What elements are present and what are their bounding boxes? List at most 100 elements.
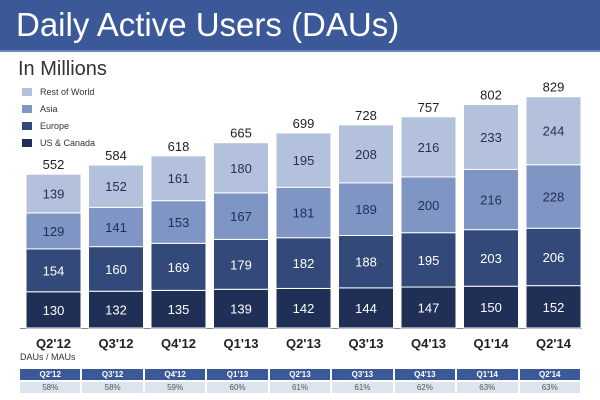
bar-segment-us-canada	[400, 286, 457, 329]
legend-label: Europe	[40, 121, 69, 131]
dau-mau-table: Q2'12 Q3'12 Q4'12 Q1'13 Q2'13 Q3'13 Q4'13 Q1'14…	[18, 367, 582, 395]
bar-value-label: 154	[43, 263, 65, 278]
x-tick-label: Q4'13	[411, 336, 446, 351]
legend-swatch-us-canada	[22, 139, 32, 147]
bar-value-label: 142	[293, 301, 315, 316]
dau-mau-value-cell: 59%	[144, 382, 206, 393]
bar-total-label: 829	[543, 80, 565, 95]
x-tick-label: Q2'14	[536, 336, 572, 351]
bar-value-label: 141	[105, 220, 127, 235]
dau-mau-header-cell: Q3'13	[332, 369, 393, 380]
legend-swatch-rest-of-world	[22, 88, 32, 96]
x-tick-label: Q2'13	[286, 336, 321, 351]
bar-segment-us-canada	[463, 285, 519, 329]
bar-segment-asia	[525, 164, 582, 229]
bar-value-label: 132	[105, 303, 127, 318]
bar-segment-rest-of-world	[525, 96, 582, 166]
bar-value-label: 147	[418, 301, 440, 316]
bar-segment-rest-of-world	[150, 155, 207, 202]
bar-segment-rest-of-world	[88, 164, 144, 208]
title-bar: Daily Active Users (DAUs)	[0, 0, 600, 52]
dau-mau-header-cell: Q4'12	[144, 369, 206, 380]
bar-value-label: 189	[355, 202, 377, 217]
bar-segment-europe	[25, 248, 82, 293]
bar-total-label: 618	[168, 139, 190, 154]
bar-segment-asia	[338, 182, 394, 236]
bar-segment-asia	[275, 186, 332, 239]
bar-segment-asia	[463, 168, 519, 231]
bar-value-label: 180	[230, 161, 252, 176]
bar-value-label: 188	[355, 255, 377, 270]
bar-value-label: 206	[543, 250, 565, 265]
bar-total-label: 757	[418, 100, 440, 115]
bar-segment-rest-of-world	[25, 173, 82, 214]
bar-value-label: 179	[230, 257, 252, 272]
bar-segment-asia	[213, 192, 269, 240]
bar-total-label: 699	[293, 116, 315, 131]
bar-value-label: 130	[43, 303, 65, 318]
bar-value-label: 233	[480, 130, 502, 145]
page-title: Daily Active Users (DAUs)	[16, 6, 400, 43]
bar-segment-europe	[525, 227, 582, 287]
bar-value-label: 139	[43, 187, 65, 202]
bar-segment-europe	[275, 237, 332, 289]
bar-segment-europe	[150, 242, 207, 291]
dau-mau-value-cell: 60%	[207, 382, 268, 393]
bar-total-label: 802	[480, 88, 502, 103]
dau-mau-value-cell: 62%	[394, 382, 456, 393]
bar-value-label: 152	[105, 179, 127, 194]
legend-label: Asia	[40, 104, 58, 114]
x-tick-label: Q1'14	[474, 336, 510, 351]
bar-total-label: 665	[230, 126, 252, 141]
bar-segment-europe	[88, 246, 144, 292]
dau-mau-header-cell: Q2'13	[269, 369, 331, 380]
dau-mau-header-cell: Q4'13	[394, 369, 456, 380]
dau-mau-label: DAUs / MAUs	[20, 352, 76, 362]
bar-value-label: 139	[230, 302, 252, 317]
bar-value-label: 182	[293, 256, 315, 271]
dau-mau-value-cell: 61%	[332, 382, 393, 393]
bar-segment-us-canada	[525, 285, 582, 329]
x-tick-label: Q3'12	[99, 336, 134, 351]
dau-mau-value-cell: 58%	[82, 382, 143, 393]
bar-segment-europe	[338, 234, 394, 289]
dau-mau-header-cell: Q3'12	[82, 369, 143, 380]
dau-mau-header-cell: Q2'14	[519, 369, 580, 380]
legend-swatch-europe	[22, 122, 32, 130]
bar-value-label: 195	[293, 153, 315, 168]
dau-mau-value-row: 58% 58% 59% 60% 61% 61% 62% 63% 63%	[20, 382, 580, 393]
bar-value-label: 152	[543, 300, 565, 315]
bar-segment-rest-of-world	[213, 142, 269, 194]
bar-value-label: 244	[543, 124, 565, 139]
chart-subtitle: In Millions	[18, 58, 107, 80]
bar-segment-rest-of-world	[463, 104, 519, 170]
bar-value-label: 161	[168, 171, 190, 186]
bar-total-label: 584	[105, 148, 127, 163]
bar-segment-europe	[213, 238, 269, 290]
bar-segment-rest-of-world	[275, 132, 332, 188]
x-tick-label: Q2'12	[36, 336, 71, 351]
bar-value-label: 216	[480, 193, 502, 208]
bar-value-label: 181	[293, 206, 315, 221]
dau-mau-header-cell: Q1'14	[457, 369, 518, 380]
bar-total-label: 552	[43, 157, 65, 172]
x-tick-label: Q3'13	[349, 336, 384, 351]
dau-mau-value-cell: 61%	[269, 382, 331, 393]
legend-label: US & Canada	[40, 138, 95, 148]
legend-label: Rest of World	[40, 87, 94, 97]
bar-value-label: 167	[230, 209, 252, 224]
dau-mau-header-cell: Q1'13	[207, 369, 268, 380]
bar-value-label: 135	[168, 302, 190, 317]
bar-value-label: 195	[418, 253, 440, 268]
bar-segment-us-canada	[150, 289, 207, 329]
bar-value-label: 216	[418, 140, 440, 155]
dau-mau-header-row: Q2'12 Q3'12 Q4'12 Q1'13 Q2'13 Q3'13 Q4'13 Q1'14…	[20, 369, 580, 380]
bar-value-label: 200	[418, 198, 440, 213]
bar-segment-us-canada	[275, 287, 332, 329]
bar-segment-rest-of-world	[338, 124, 394, 184]
bar-value-label: 228	[543, 189, 565, 204]
bar-value-label: 150	[480, 300, 502, 315]
bar-segment-rest-of-world	[400, 116, 457, 178]
